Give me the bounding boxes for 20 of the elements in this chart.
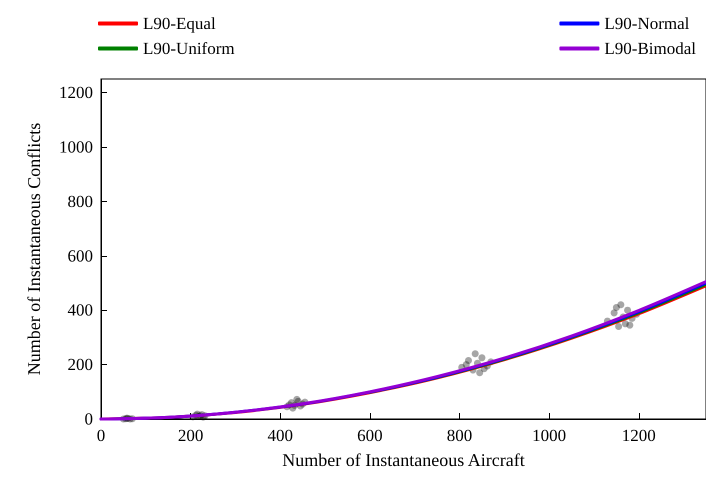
x-tick-label: 400	[268, 426, 294, 445]
legend-label: L90-Equal	[143, 14, 216, 33]
y-tick-label: 800	[68, 192, 93, 211]
y-tick-label: 200	[68, 355, 93, 374]
y-tick-label: 0	[84, 410, 93, 428]
legend-label: L90-Bimodal	[604, 39, 696, 58]
y-tick-label: 600	[68, 246, 93, 266]
x-tick-label: 800	[446, 426, 472, 445]
legend-label: L90-Normal	[604, 14, 690, 33]
x-tick-label: 0	[96, 426, 106, 445]
y-tick-label: 1200	[59, 83, 93, 102]
x-tick-label: 1000	[532, 426, 566, 445]
x-axis-title: Number of Instantaneous Aircraft	[282, 450, 525, 470]
x-tick-label: 1200	[622, 426, 656, 445]
y-tick-label: 400	[68, 300, 93, 320]
legend-label: L90-Uniform	[143, 39, 235, 58]
x-tick-label: 200	[178, 426, 204, 445]
y-tick-label: 1000	[59, 138, 93, 156]
x-tick-label: 600	[357, 426, 383, 445]
y-axis-title: Number of Instantaneous Conflicts	[24, 122, 44, 376]
